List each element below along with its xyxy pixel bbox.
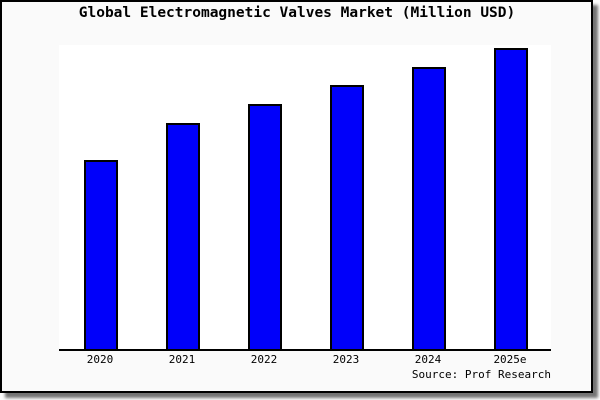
bar-2020 — [84, 159, 118, 349]
x-tick-label-2025e: 2025e — [493, 353, 527, 366]
x-tick-label-2024: 2024 — [414, 353, 442, 366]
source-note: Source: Prof Research — [411, 368, 551, 381]
bar-2022 — [248, 104, 282, 349]
plot-area — [59, 45, 551, 351]
x-tick-label-2023: 2023 — [332, 353, 360, 366]
x-tick-label-2022: 2022 — [250, 353, 278, 366]
x-tick-label-2021: 2021 — [168, 353, 196, 366]
x-axis-labels: 2020 2021 2022 2023 2024 2025e — [59, 353, 551, 367]
chart-title: Global Electromagnetic Valves Market (Mi… — [78, 5, 516, 21]
bar-2023 — [330, 85, 364, 349]
bar-2021 — [166, 122, 200, 349]
bar-2024 — [412, 66, 446, 349]
x-tick-label-2020: 2020 — [86, 353, 114, 366]
bar-2025e — [494, 48, 528, 349]
